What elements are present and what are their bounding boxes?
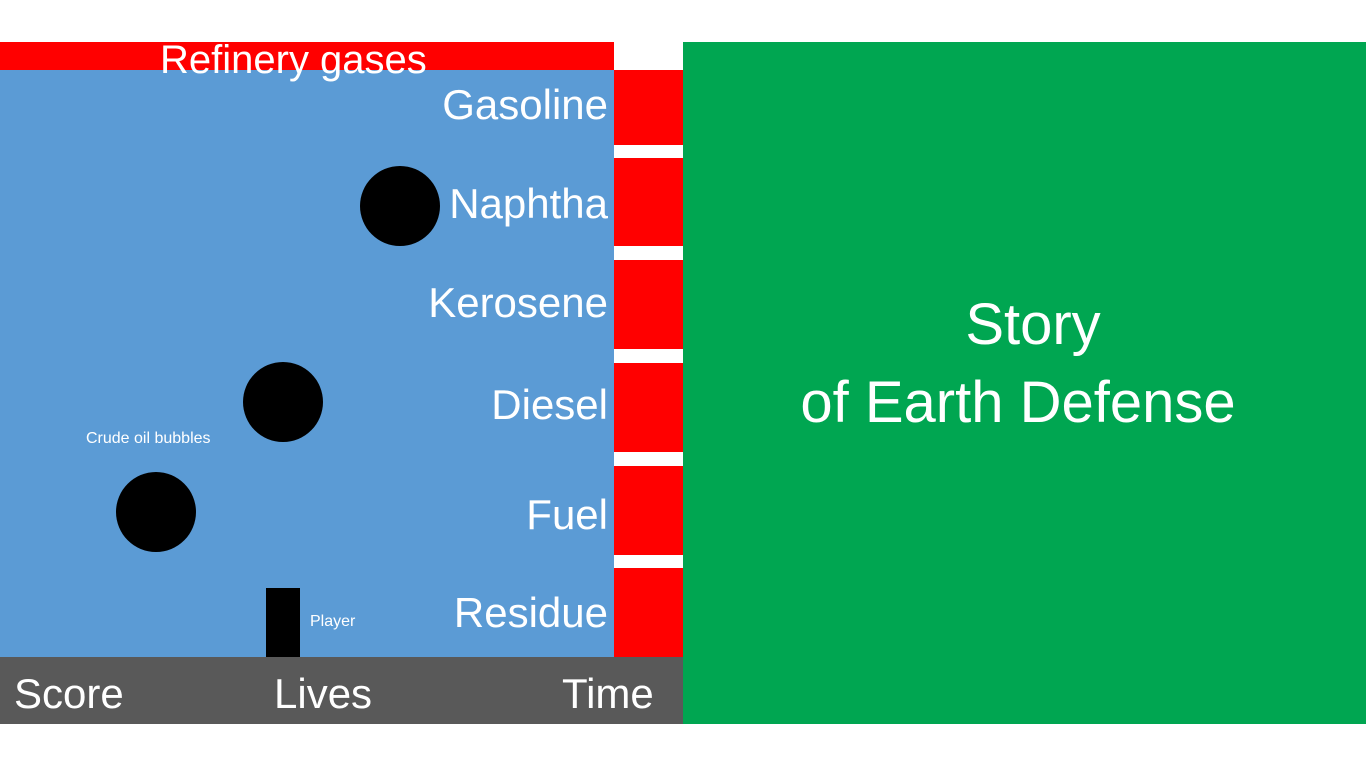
residue-bar [614,568,683,657]
fraction-label-naphtha: Naphtha [449,180,608,227]
crude-oil-bubble [116,472,196,552]
refinery-gases-bar [0,42,614,70]
fraction-label-fuel: Fuel [526,491,608,538]
fraction-label-kerosene: Kerosene [428,279,608,326]
play-area[interactable] [0,70,614,657]
naphtha-bar [614,158,683,246]
story-title-line2: of Earth Defense [800,370,1236,435]
crude-oil-bubbles-label: Crude oil bubbles [86,430,211,447]
story-panel [683,42,1366,724]
crude-oil-bubble [243,362,323,442]
score-label: Score [14,670,124,717]
fraction-label-gasoline: Gasoline [442,81,608,128]
player[interactable] [266,588,300,657]
crude-oil-bubble [360,166,440,246]
story-title-line1: Story [965,292,1101,357]
fraction-label-residue: Residue [453,589,608,636]
gasoline-bar [614,70,683,145]
refinery-gases-label: Refinery gases [160,38,427,82]
fuel-bar [614,466,683,555]
status-bar [0,657,683,724]
kerosene-bar [614,260,683,349]
time-label: Time [562,670,654,717]
lives-label: Lives [274,670,373,717]
player-label: Player [310,613,356,630]
fraction-label-diesel: Diesel [491,381,608,428]
diesel-bar [614,363,683,452]
